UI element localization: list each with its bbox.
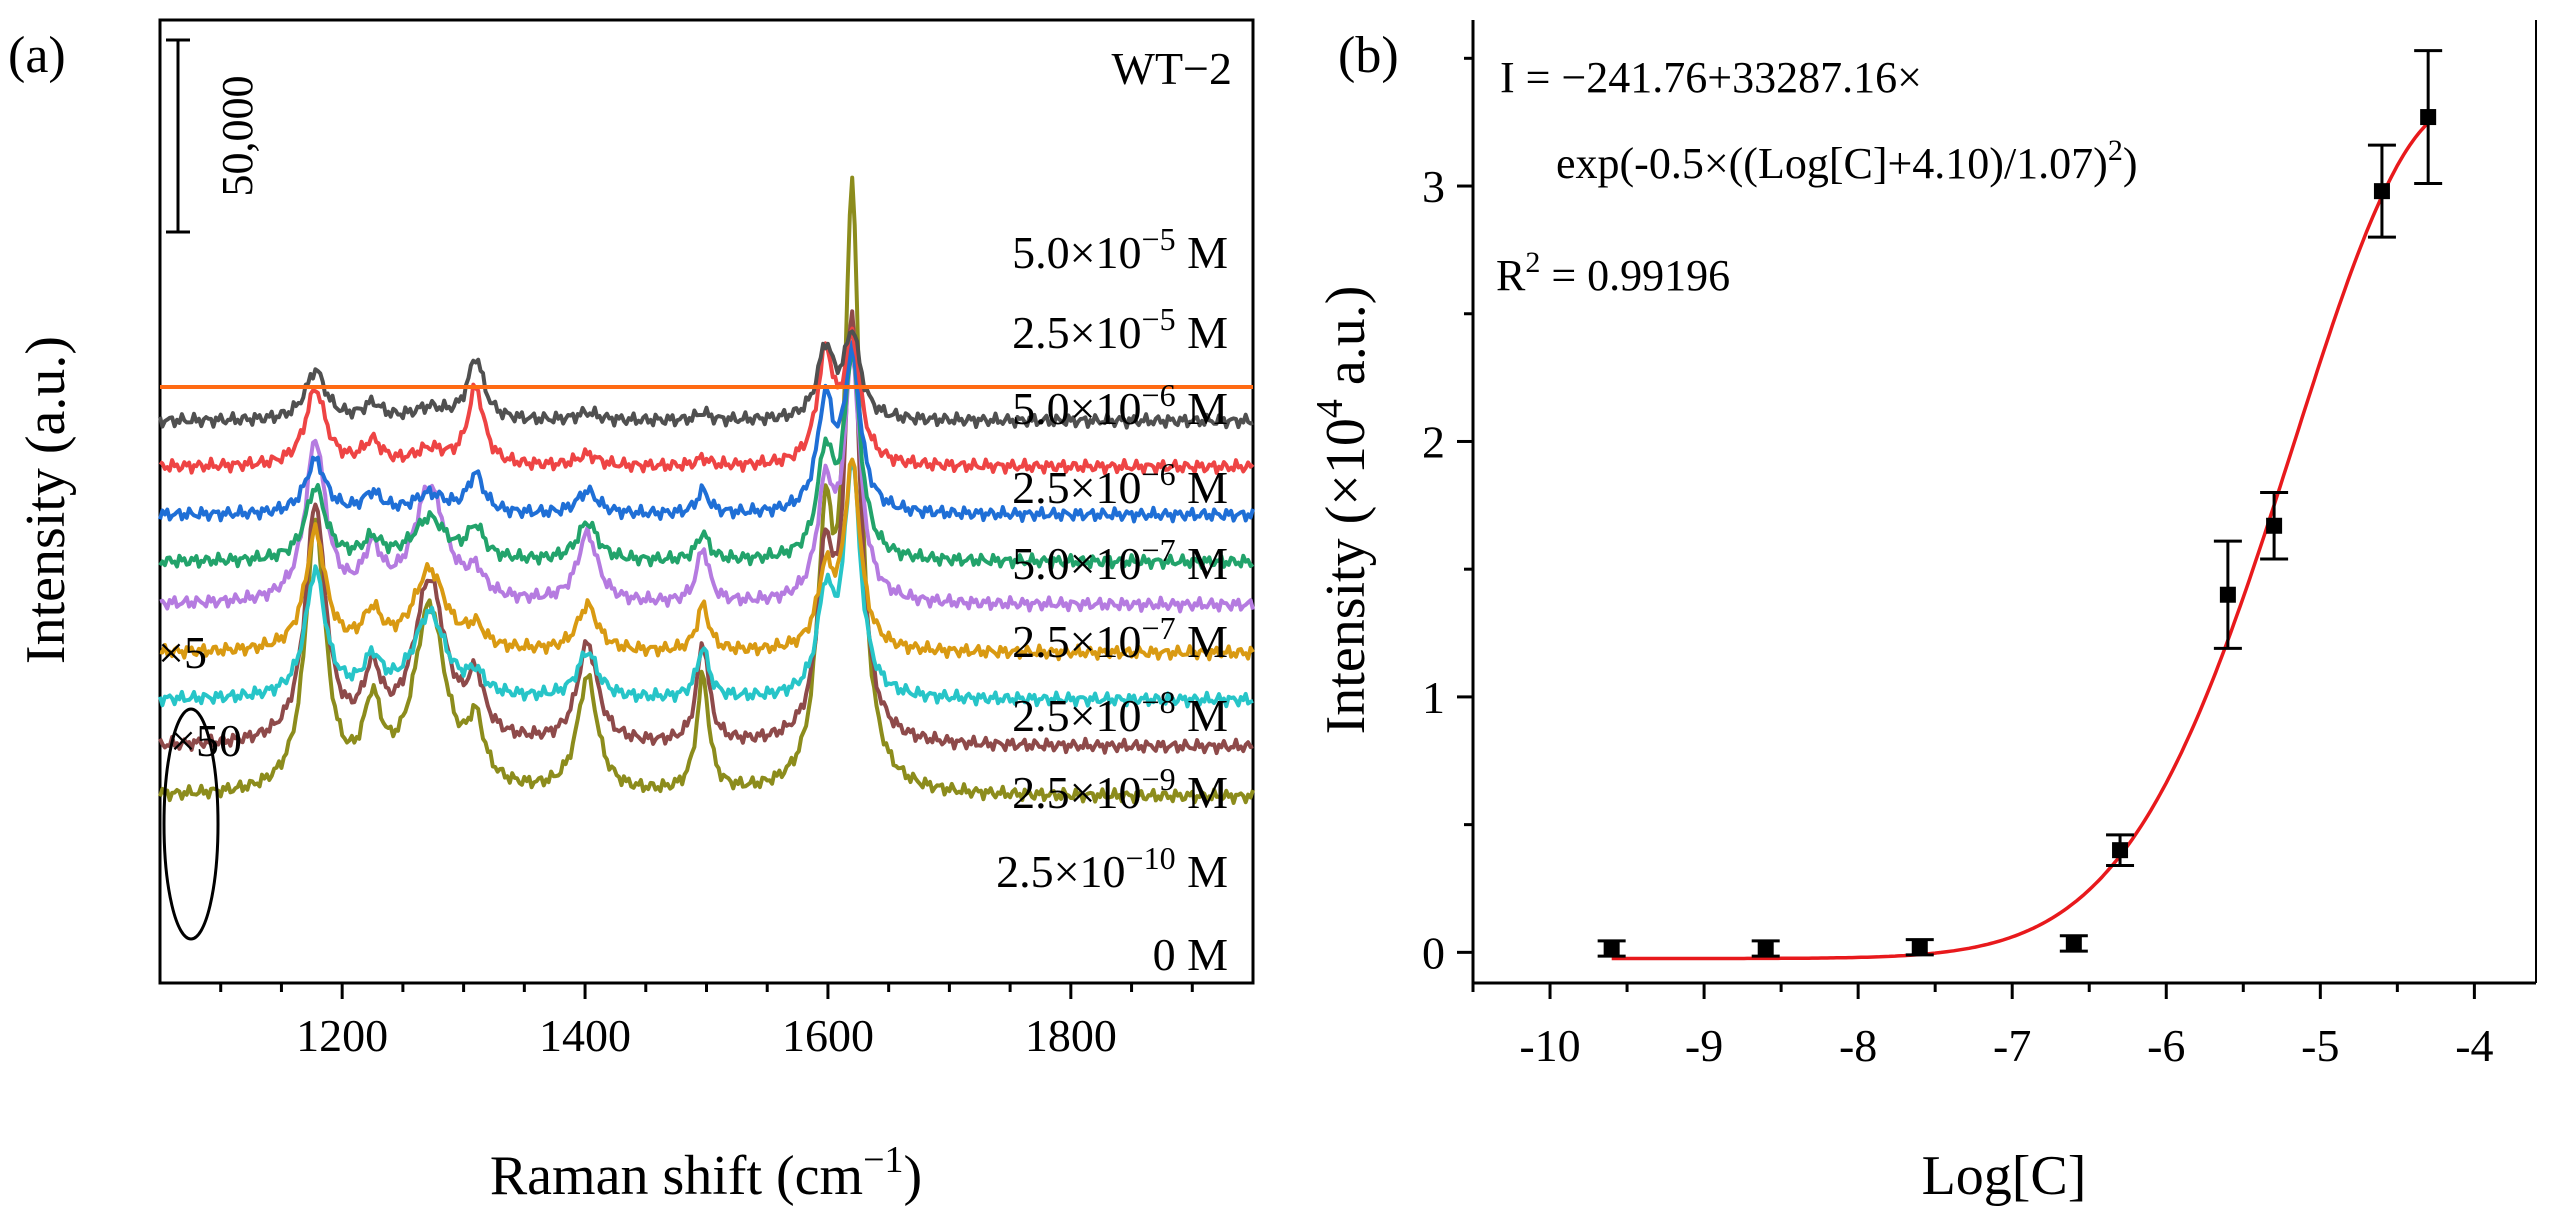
x-tick-label: 1800 (1025, 1010, 1117, 1061)
panel-a-x-axis: 1200 1400 1600 1800 (219, 983, 1194, 1061)
series-labels: 5.0×10−5 M 2.5×10−5 M 5.0×10−6 M 2.5×10−6 M… (996, 221, 1228, 980)
spectrum-line (159, 457, 1255, 662)
x-tick-label: 1400 (539, 1010, 631, 1061)
series-label: 5.0×10−5 M (1012, 221, 1228, 278)
series-label: 2.5×10−7 M (1012, 610, 1228, 667)
data-point (2266, 517, 2283, 534)
series-label: 5.0×10−6 M (1012, 377, 1228, 434)
spectrum-line (158, 175, 1255, 805)
fit-equation-line2: exp(-0.5×((Log[C]+4.10)/1.07)2) (1556, 134, 2137, 188)
panel-a-spectra: 5.0×10−5 M 2.5×10−5 M 5.0×10−6 M 2.5×10−6 M… (15, 18, 1255, 1207)
scale-bar-label: 50,000 (213, 76, 262, 197)
spectrum-line (158, 458, 1254, 709)
y-tick-label: 2 (1422, 416, 1445, 467)
series-label: 2.5×10−9 M (1012, 761, 1228, 818)
spectra-group (158, 175, 1255, 805)
fit-curve (1611, 121, 2430, 961)
spectrum-line (158, 350, 1255, 570)
fit-curve-group (1611, 121, 2430, 961)
series-label: 2.5×10−10 M (996, 840, 1228, 897)
panel-a-x-axis-label: Raman shift (cm−1) (490, 1139, 922, 1207)
panel-b-axes (1471, 20, 2537, 985)
x-tick-label: 1200 (296, 1010, 388, 1061)
x-tick-label: -4 (2455, 1020, 2493, 1071)
data-point (2373, 183, 2390, 200)
spectrum-line (158, 329, 1254, 430)
data-point (2112, 842, 2129, 859)
panel-a-label: (a) (8, 27, 66, 84)
x-tick-label: 1600 (782, 1010, 874, 1061)
data-point (2219, 586, 2236, 603)
x-tick-label: -8 (1839, 1020, 1877, 1071)
data-point (1603, 940, 1620, 957)
fit-equation-line1: I = −241.76+33287.16× (1500, 53, 1922, 102)
series-label: 0 M (1153, 929, 1228, 980)
panel-b-y-axis-label: Intensity (×104 a.u.) (1309, 286, 1377, 735)
panel-a-y-axis-label: Intensity (a.u.) (15, 336, 77, 664)
data-point (2065, 935, 2082, 952)
annotation-x50: ×50 (170, 715, 242, 766)
x-tick-label: -9 (1685, 1020, 1723, 1071)
x-tick-label: -6 (2147, 1020, 2185, 1071)
data-point (1911, 939, 1928, 956)
annotation-x5: ×5 (158, 627, 207, 678)
panel-b-fit: -10 -9 -8 -7 -6 -5 -4 0 1 2 3 I = −241.76+33287.16… (1309, 20, 2537, 1207)
spectrum-line (158, 340, 1255, 524)
series-label: 2.5×10−5 M (1012, 301, 1228, 358)
data-point (1757, 940, 1774, 957)
sample-label: WT−2 (1112, 43, 1232, 94)
panel-b-ticks: -10 -9 -8 -7 -6 -5 -4 0 1 2 3 (1422, 56, 2494, 1071)
x-tick-label: -7 (1993, 1020, 2031, 1071)
annotation-ellipse (162, 707, 220, 941)
panel-b-x-axis-label: Log[C] (1922, 1145, 2087, 1207)
r-squared: R2 = 0.99196 (1496, 246, 1730, 300)
y-tick-label: 0 (1422, 927, 1445, 978)
panel-b-label: (b) (1338, 27, 1399, 84)
series-label: 2.5×10−6 M (1012, 456, 1228, 513)
series-label: 5.0×10−7 M (1012, 532, 1228, 589)
data-points (1597, 49, 2443, 958)
y-tick-label: 1 (1422, 672, 1445, 723)
x-tick-label: -5 (2301, 1020, 2339, 1071)
series-label: 2.5×10−8 M (1012, 684, 1228, 741)
x-tick-label: -10 (1519, 1020, 1580, 1071)
data-point (2420, 109, 2437, 126)
spectrum-line (158, 326, 1255, 476)
scale-bar: 50,000 (166, 38, 262, 234)
y-tick-label: 3 (1422, 161, 1445, 212)
spectrum-line (159, 355, 1255, 614)
